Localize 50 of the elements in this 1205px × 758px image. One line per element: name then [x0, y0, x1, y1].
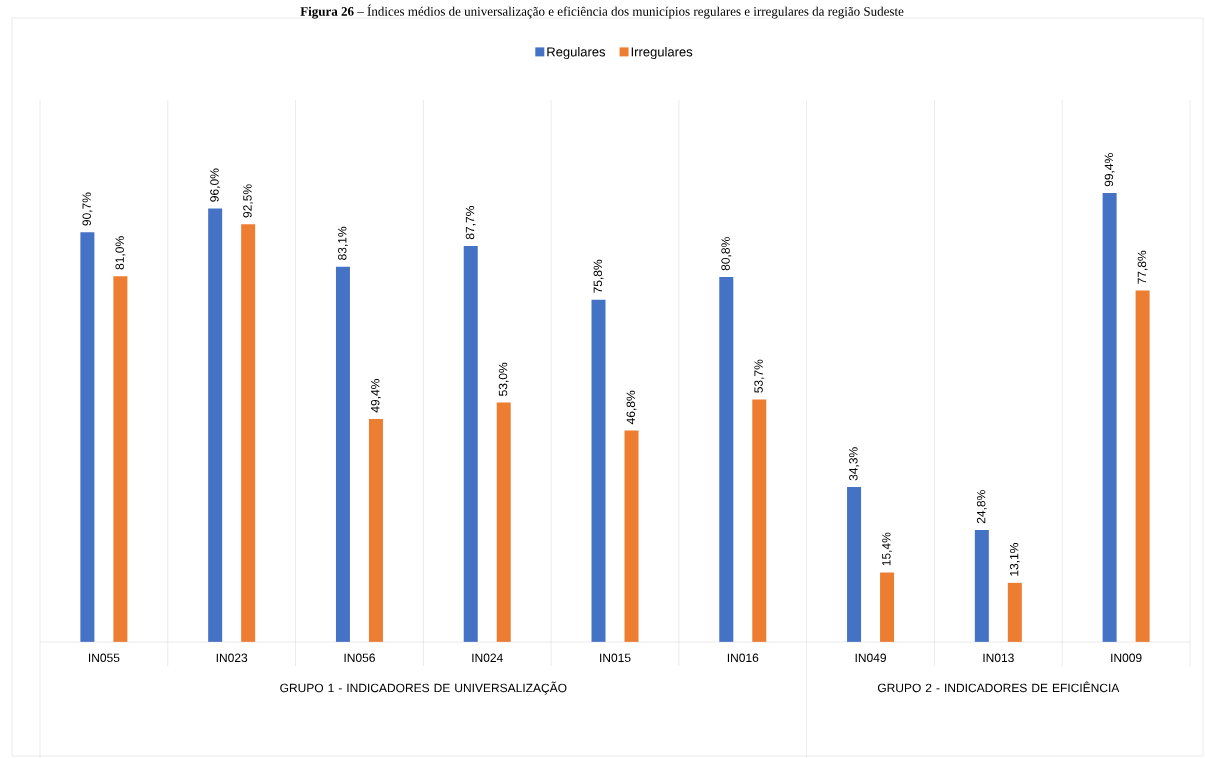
bar	[1007, 582, 1022, 642]
x-tick-label: IN015	[600, 653, 631, 663]
chart-title: Figura 26 – Índices médios de universalização e eficiência dos municípios regulares e irregulares da região Sudeste	[300, 4, 904, 19]
bar	[974, 529, 989, 642]
text: GRUPO 1 - INDICADORES DE UNIVERSALIZAÇÃO	[280, 681, 567, 695]
data-label: 13,1%	[1009, 543, 1020, 576]
bar	[368, 418, 383, 642]
bar	[241, 224, 256, 642]
bar	[719, 277, 734, 642]
data-label: 24,8%	[976, 490, 987, 524]
x-tick-label: IN016	[727, 653, 759, 663]
x-tick-label: IN023	[216, 653, 248, 663]
bar	[113, 276, 128, 642]
bar	[496, 402, 511, 642]
legend-label: Regulares	[547, 46, 606, 60]
x-tick-label: IN009	[1111, 653, 1142, 663]
data-label: 90,7%	[82, 192, 93, 226]
bar	[80, 232, 95, 642]
data-label: 53,0%	[498, 362, 509, 396]
data-label: 96,0%	[210, 168, 221, 202]
bar	[880, 572, 895, 642]
x-tick-label: IN013	[983, 653, 1014, 663]
data-label: 99,4%	[1104, 153, 1115, 187]
legend-label: Irregulares	[631, 46, 693, 60]
bar	[847, 487, 862, 642]
data-label: 83,1%	[338, 226, 348, 260]
data-label: 53,7%	[754, 359, 765, 393]
data-label: 46,8%	[626, 390, 637, 425]
text: GRUPO 2 - INDICADORES DE EFICIÊNCIA	[877, 681, 1120, 693]
data-label: 80,8%	[721, 237, 732, 271]
bar	[1135, 290, 1150, 642]
x-tick-label: IN024	[472, 653, 503, 663]
bar	[208, 208, 223, 642]
x-tick-label: IN049	[855, 653, 886, 663]
data-label: 15,4%	[882, 532, 892, 566]
bar	[1102, 193, 1117, 642]
data-label: 49,4%	[370, 379, 381, 413]
bar	[591, 299, 606, 642]
bar	[335, 266, 350, 642]
bar	[752, 399, 767, 642]
x-tick-label: IN056	[344, 653, 375, 663]
data-label: 75,8%	[593, 259, 604, 293]
x-tick-label: IN055	[88, 653, 120, 663]
bar	[624, 430, 639, 642]
bar	[463, 245, 478, 642]
data-label: 77,8%	[1137, 250, 1148, 284]
data-label: 81,0%	[115, 236, 126, 270]
data-label: 92,5%	[243, 184, 254, 218]
data-label: 34,3%	[849, 447, 860, 481]
data-label: 87,7%	[465, 206, 476, 240]
